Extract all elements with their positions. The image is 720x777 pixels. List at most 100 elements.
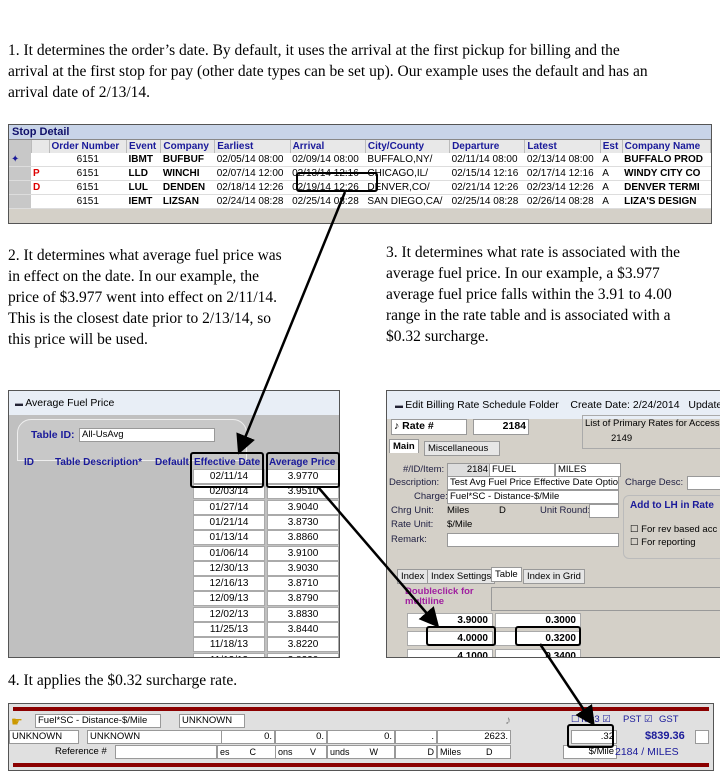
row-selector[interactable] [9, 194, 31, 209]
effective-date-cell[interactable]: 12/16/13 [193, 576, 265, 592]
stop-cell: 02/11/14 08:00 [449, 153, 525, 167]
value-field-1[interactable]: 0. [221, 730, 275, 744]
amount-checkbox[interactable] [695, 730, 709, 744]
column-header[interactable]: Company [160, 140, 216, 153]
row3-field-1[interactable]: es C [217, 745, 277, 759]
average-price-cell[interactable]: 3.8440 [267, 622, 339, 637]
effective-date-cell[interactable]: 12/30/13 [193, 560, 265, 576]
tab-index-settings[interactable]: Index Settings [427, 569, 496, 584]
effective-date-cell[interactable]: 01/27/14 [193, 499, 265, 515]
checkbox-rev-based[interactable]: ☐ For rev based acc [630, 524, 718, 535]
tab-index[interactable]: Index [397, 569, 429, 584]
effective-date-cell[interactable]: 11/12/13 [193, 652, 265, 657]
reference-input[interactable] [115, 745, 217, 759]
reference-label: Reference # [55, 746, 107, 757]
stop-type-flag: P [31, 166, 49, 181]
stop-cell: LLD [126, 166, 161, 181]
effective-date-cell[interactable]: 02/11/14 [193, 469, 265, 484]
stop-cell: 6151 [49, 194, 127, 209]
rate-number-input[interactable]: 2184 [473, 419, 529, 435]
column-header[interactable]: Order Number [49, 140, 128, 153]
hand-icon[interactable]: ☛ [11, 714, 23, 729]
unit-field[interactable]: $/Mile [563, 745, 617, 759]
average-price-cell[interactable]: 3.8220 [267, 637, 339, 653]
average-price-cell[interactable]: 3.8730 [267, 514, 339, 530]
average-fuel-price-window: ▬ Average Fuel Price Table ID: All-UsAvg… [8, 390, 340, 658]
tab-table[interactable]: Table [491, 567, 522, 582]
unknown-field-2[interactable]: UNKNOWN [9, 730, 79, 744]
row-selector[interactable] [9, 166, 31, 181]
unknown-field-1[interactable]: UNKNOWN [179, 714, 245, 728]
value-field-3[interactable]: 0. [327, 730, 395, 744]
fuel-price-range-cell[interactable]: 4.1000 [407, 649, 493, 657]
charge-desc-input[interactable] [687, 476, 720, 490]
tab-miscellaneous[interactable]: Miscellaneous [424, 441, 500, 456]
column-header[interactable]: Event [126, 140, 162, 153]
table-id-input[interactable]: All-UsAvg [79, 428, 215, 442]
effective-date-cell[interactable]: 02/03/14 [193, 484, 265, 500]
effective-date-cell[interactable]: 12/09/13 [193, 591, 265, 607]
average-price-cell[interactable]: 3.8790 [267, 591, 339, 607]
checkbox-reporting[interactable]: ☐ For reporting [630, 537, 696, 548]
charge-input[interactable]: Fuel*SC - Distance-$/Mile [447, 490, 619, 504]
column-header[interactable]: Est [600, 140, 623, 153]
average-price-cell[interactable]: 3.8710 [267, 576, 339, 592]
stop-row[interactable]: 6151 IEMT LIZSAN 02/24/14 08:28 02/25/14 08:… [9, 194, 711, 209]
stop-row[interactable]: ✦ 6151 IBMT BUFBUF 02/05/14 08:00 02/09/14 08… [9, 153, 711, 167]
row3-field-4[interactable]: D [395, 745, 437, 759]
value-field-4[interactable]: . [395, 730, 437, 744]
pst-checkbox[interactable]: PST ☑ [623, 714, 653, 725]
column-header[interactable]: Departure [449, 140, 526, 153]
surcharge-cell[interactable]: 0.3400 [495, 649, 581, 657]
column-header[interactable]: Company Name [622, 140, 711, 153]
average-price-cell[interactable]: 3.9040 [267, 499, 339, 515]
stop-type-flag: D [31, 180, 49, 195]
row-selector[interactable]: ✦ [9, 153, 31, 167]
stop-cell: DENVER,CO/ [365, 180, 450, 195]
tab-main[interactable]: Main [389, 439, 419, 453]
music-note-icon[interactable]: ♪ [505, 713, 511, 727]
average-price-cell[interactable]: 3.9510 [267, 484, 339, 500]
row3-field-5[interactable]: Miles D [437, 745, 511, 759]
updated-label: Updated [688, 399, 720, 411]
rate-field[interactable]: .32 [571, 730, 617, 744]
average-price-cell[interactable]: 3.8830 [267, 606, 339, 622]
stop-row[interactable]: D 6151 LUL DENDEN 02/18/14 12:26 02/19/14 12:… [9, 180, 711, 195]
tab-index-in-grid[interactable]: Index in Grid [523, 569, 585, 584]
unit-round-input[interactable] [589, 504, 619, 518]
column-header[interactable]: City/County [365, 140, 451, 153]
stop-type-flag [31, 194, 49, 209]
primary-rates-list[interactable]: List of Primary Rates for Access 2149 [582, 415, 720, 449]
stop-type-flag [31, 153, 49, 167]
stop-cell: WINDY CITY CO [622, 166, 711, 181]
effective-date-cell[interactable]: 01/21/14 [193, 514, 265, 530]
effective-date-cell[interactable]: 12/02/13 [193, 606, 265, 622]
stop-row[interactable]: P 6151 LLD WINCHI 02/07/14 12:00 02/13/14 12:… [9, 166, 711, 181]
value-field-2[interactable]: 0. [275, 730, 327, 744]
stop-cell: 6151 [49, 153, 127, 167]
effective-date-cell[interactable]: 01/13/14 [193, 530, 265, 546]
col-description: Table Description* [55, 457, 143, 468]
effective-date-cell[interactable]: 01/06/14 [193, 545, 265, 561]
miles-field[interactable]: 2623. [437, 730, 511, 744]
column-header[interactable]: Earliest [214, 140, 291, 153]
average-price-cell[interactable]: 3.9030 [267, 560, 339, 576]
effective-date-cell[interactable]: 11/25/13 [193, 622, 265, 637]
average-price-cell[interactable]: 3.9100 [267, 545, 339, 561]
column-header[interactable]: Arrival [290, 140, 366, 153]
description-input[interactable]: Test Avg Fuel Price Effective Date Optio… [447, 476, 619, 490]
average-price-cell[interactable]: 3.8860 [267, 530, 339, 546]
step-3-text: 3. It determines what rate is associated… [386, 244, 680, 345]
stop-cell: BUFFALO,NY/ [365, 153, 450, 167]
highlight-surcharge [515, 626, 581, 646]
row3-field-3[interactable]: unds W [327, 745, 395, 759]
rate-unit-value: $/Mile [447, 519, 473, 530]
average-price-cell[interactable]: 3.8220 [267, 652, 339, 657]
row-selector[interactable] [9, 180, 31, 195]
charge-field[interactable]: Fuel*SC - Distance-$/Mile [35, 714, 161, 728]
effective-date-cell[interactable]: 11/18/13 [193, 637, 265, 653]
row3-field-2[interactable]: ons V [275, 745, 327, 759]
remark-input[interactable] [447, 533, 619, 547]
column-header[interactable]: Latest [524, 140, 601, 153]
stop-cell: 6151 [49, 180, 127, 195]
